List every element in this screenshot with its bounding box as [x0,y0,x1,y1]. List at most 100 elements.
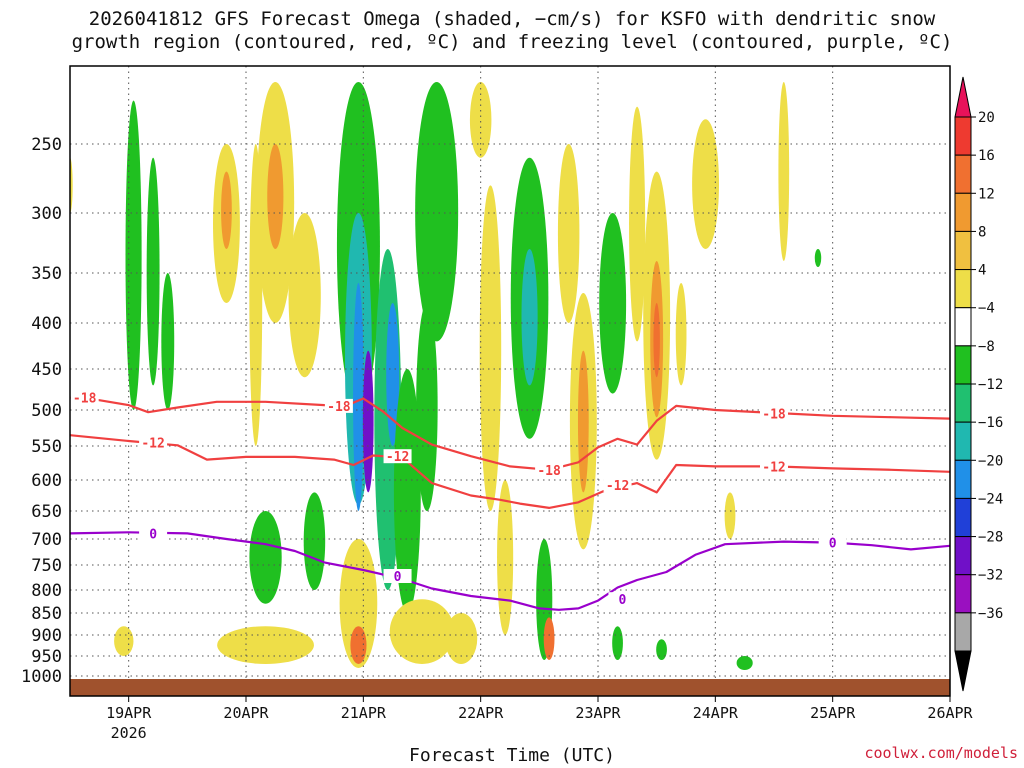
contour-label: -18 [537,464,561,479]
y-tick-label: 250 [31,135,62,155]
omega-region [125,100,142,410]
x-tick-label: 21APR [341,704,387,722]
contour-label: 0 [619,593,627,608]
omega-region [778,82,790,261]
x-tick-label: 20APR [223,704,269,722]
omega-region [221,171,232,249]
colorbar-box [954,154,972,194]
omega-region [724,492,736,539]
contour-label-bg [383,569,412,583]
contour-label-bg [383,449,412,464]
x-tick-label: 24APR [693,704,739,722]
contour-label: -12 [606,479,629,494]
y-tick-label: 950 [31,647,62,667]
x-tick-label: 23APR [575,704,621,722]
omega-region [267,144,284,249]
contour-label-bg [760,406,788,421]
colorbar-box [954,421,972,461]
colorbar-label: 16 [978,148,995,164]
omega-shading [70,82,822,670]
omega-region [497,480,514,635]
colorbar-box [954,536,972,576]
omega-region [675,283,687,386]
colorbar-label: −16 [978,415,1003,431]
y-tick-label: 650 [31,502,62,522]
omega-region [521,249,538,386]
omega-region [692,119,719,249]
y-tick-label: 600 [31,471,62,491]
omega-region [288,213,321,378]
omega-region [393,369,421,613]
contour-label-bg [324,398,353,413]
x-tick-label: 26APR [927,704,973,722]
omega-region [736,656,753,670]
omega-region [416,303,438,511]
contour-label: -12 [386,450,409,465]
y-tick-label: 700 [31,530,62,550]
colorbar-label: 20 [978,110,995,126]
colorbar-label: 12 [978,186,995,202]
colorbar-box [954,459,972,499]
contour-label-bg [535,462,564,477]
colorbar-box [954,307,972,347]
contour-label-bg [139,435,168,450]
y-tick-label: 850 [31,604,62,624]
colorbar-bottom-arrow [954,650,972,692]
omega-region [469,82,492,158]
grid [70,66,951,696]
colorbar-box [954,497,972,538]
x-tick-label: 19APR [106,704,152,722]
omega-region [629,106,646,342]
contour-label: 0 [394,570,402,585]
colorbar-label: −20 [978,453,1003,469]
colorbar-label: −24 [978,491,1003,507]
y-tick-label: 1000 [21,667,62,687]
omega-region [350,626,367,664]
chart-title-line-1: 2026041812 GFS Forecast Omega (shaded, −… [88,8,936,30]
contour-label-bg [139,526,168,541]
x-tick-label: 22APR [458,704,504,722]
x-tick-sublabel: 2026 [111,724,147,742]
omega-region [362,350,374,493]
colorbar-label: −32 [978,568,1003,584]
omega-region [389,599,455,664]
contour-label: 0 [149,527,157,542]
omega-region [557,144,580,323]
contour-label: -18 [327,400,351,415]
contour-label: -12 [762,460,785,475]
y-tick-label: 800 [31,581,62,601]
colorbar-label: 8 [978,224,986,240]
colorbar-label: −28 [978,530,1003,546]
contour-label: -18 [73,392,97,407]
omega-region [599,212,627,394]
plot-frame [69,65,951,697]
contour-line--18 [70,396,950,471]
contour-label-bg [70,390,99,405]
colorbar-label: −36 [978,606,1003,622]
omega-region [543,617,555,660]
y-tick-label: 500 [31,401,62,421]
omega-region [249,511,282,604]
colorbar-label: −4 [978,301,995,317]
omega-region [146,157,160,386]
contour-label-bg [818,535,847,550]
omega-region [303,492,326,590]
contour-label: -12 [141,436,164,451]
ground-surface [70,679,950,696]
contour-label: 0 [829,537,837,552]
credit-link[interactable]: coolwx.com/models [864,744,1018,762]
colorbar-top-arrow [954,76,972,118]
y-tick-label: 900 [31,626,62,646]
omega-region [415,82,459,342]
colorbar-box [954,383,972,423]
colorbar-box [954,116,972,156]
colorbar-box [954,269,972,309]
contour-label-bg [603,477,632,492]
omega-region [479,185,502,511]
omega-region [656,639,667,660]
omega-region [577,350,589,493]
y-tick-label: 750 [31,556,62,576]
colorbar-box [954,345,972,385]
contour-label: -18 [762,408,786,423]
